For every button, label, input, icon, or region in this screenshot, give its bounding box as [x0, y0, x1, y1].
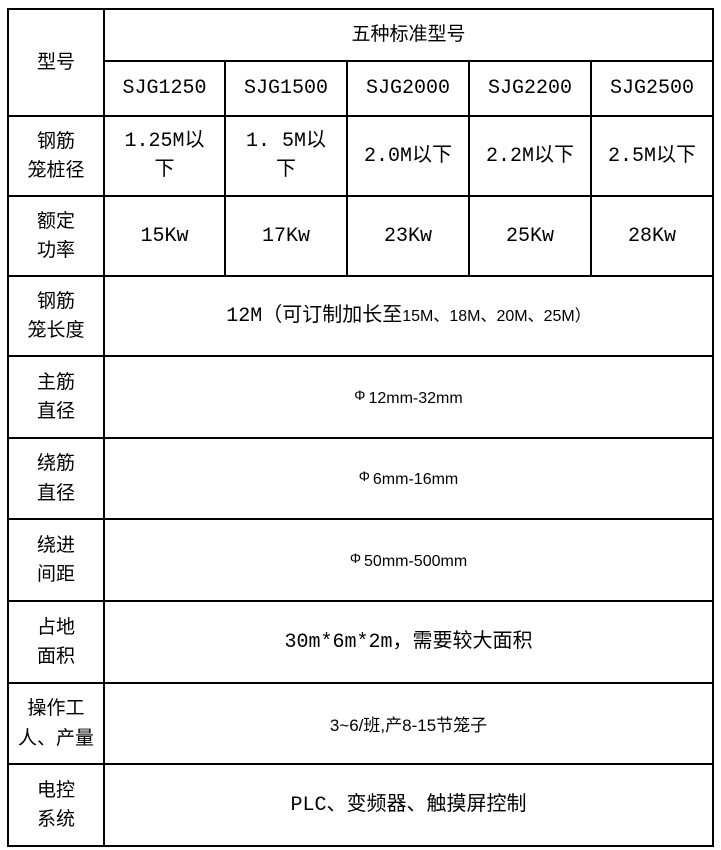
value-text: PLC、变频器、触摸屏控制: [290, 793, 527, 817]
model-name-cell: SJG1500: [224, 60, 348, 117]
merged-value-cell: 30m*6m*2m，需要较大面积: [103, 600, 714, 684]
model-name-cell: SJG2200: [468, 60, 592, 117]
spec-table: 型号 五种标准型号 SJG1250 SJG1500 SJG2000 SJG220…: [7, 8, 714, 847]
value-cell: 25Kw: [468, 195, 592, 277]
merged-value-cell: Φ 12mm-32mm: [103, 355, 714, 439]
merged-value-cell: Φ 50mm-500mm: [103, 518, 714, 602]
value-cell: 17Kw: [224, 195, 348, 277]
row-label: 电控 系统: [7, 763, 105, 847]
value-text: 30m*6m*2m，需要较大面积: [284, 630, 533, 654]
value-cell: 2.0M以下: [346, 115, 470, 197]
row-pile-diameter: 钢筋 笼桩径 1.25M以 下 1. 5M以 下 2.0M以下 2.2M以下 2…: [7, 115, 714, 197]
value-text: 50mm-500mm: [364, 552, 468, 570]
value-text: 15M、18M、20M、25M）: [402, 307, 591, 325]
row-label: 主筋 直径: [7, 355, 105, 439]
row-main-bar-diameter: 主筋 直径 Φ 12mm-32mm: [7, 355, 714, 439]
value-text: 3~6/班,产8-15节笼子: [329, 716, 488, 735]
value-cell: 2.5M以下: [590, 115, 714, 197]
phi-symbol: Φ: [349, 549, 362, 566]
row-control-system: 电控 系统 PLC、变频器、触摸屏控制: [7, 763, 714, 847]
models-title-cell: 五种标准型号: [103, 8, 714, 62]
corner-label-cell: 型号: [7, 8, 105, 117]
phi-symbol: Φ: [354, 386, 366, 403]
row-rated-power: 额定 功率 15Kw 17Kw 23Kw 25Kw 28Kw: [7, 195, 714, 277]
merged-value-cell: 3~6/班,产8-15节笼子: [103, 682, 714, 765]
header-row-models: SJG1250 SJG1500 SJG2000 SJG2200 SJG2500: [8, 60, 714, 117]
value-text: 12mm-32mm: [368, 389, 463, 407]
row-label: 钢筋 笼长度: [7, 275, 105, 357]
model-name-cell: SJG2000: [346, 60, 470, 117]
value-cell: 28Kw: [590, 195, 714, 277]
merged-value-cell: PLC、变频器、触摸屏控制: [103, 763, 714, 847]
value-text: 12M（可订制加长至: [226, 304, 403, 328]
header-row-title: 型号 五种标准型号: [7, 8, 714, 117]
model-name-cell: SJG2500: [590, 60, 714, 117]
value-cell: 1.25M以 下: [103, 115, 226, 197]
value-cell: 15Kw: [103, 195, 226, 277]
row-cage-length: 钢筋 笼长度 12M（可订制加长至15M、18M、20M、25M）: [7, 275, 714, 357]
row-winding-pitch: 绕进 间距 Φ 50mm-500mm: [7, 518, 714, 602]
value-cell: 23Kw: [346, 195, 470, 277]
model-name-cell: SJG1250: [103, 60, 226, 117]
row-floor-area: 占地 面积 30m*6m*2m，需要较大面积: [7, 600, 714, 684]
row-label: 额定 功率: [7, 195, 105, 277]
row-winding-bar-diameter: 绕筋 直径 Φ 6mm-16mm: [7, 437, 714, 520]
row-label: 绕筋 直径: [7, 437, 105, 520]
value-cell: 1. 5M以 下: [224, 115, 348, 197]
row-label: 占地 面积: [7, 600, 105, 684]
value-text: 6mm-16mm: [372, 471, 459, 488]
row-operators-output: 操作工 人、产量 3~6/班,产8-15节笼子: [7, 682, 714, 765]
row-label: 操作工 人、产量: [7, 682, 105, 765]
merged-value-cell: 12M（可订制加长至15M、18M、20M、25M）: [103, 275, 714, 357]
phi-symbol: Φ: [358, 468, 370, 484]
row-label: 钢筋 笼桩径: [7, 115, 105, 197]
value-cell: 2.2M以下: [468, 115, 592, 197]
merged-value-cell: Φ 6mm-16mm: [103, 437, 714, 520]
row-label: 绕进 间距: [7, 518, 105, 602]
